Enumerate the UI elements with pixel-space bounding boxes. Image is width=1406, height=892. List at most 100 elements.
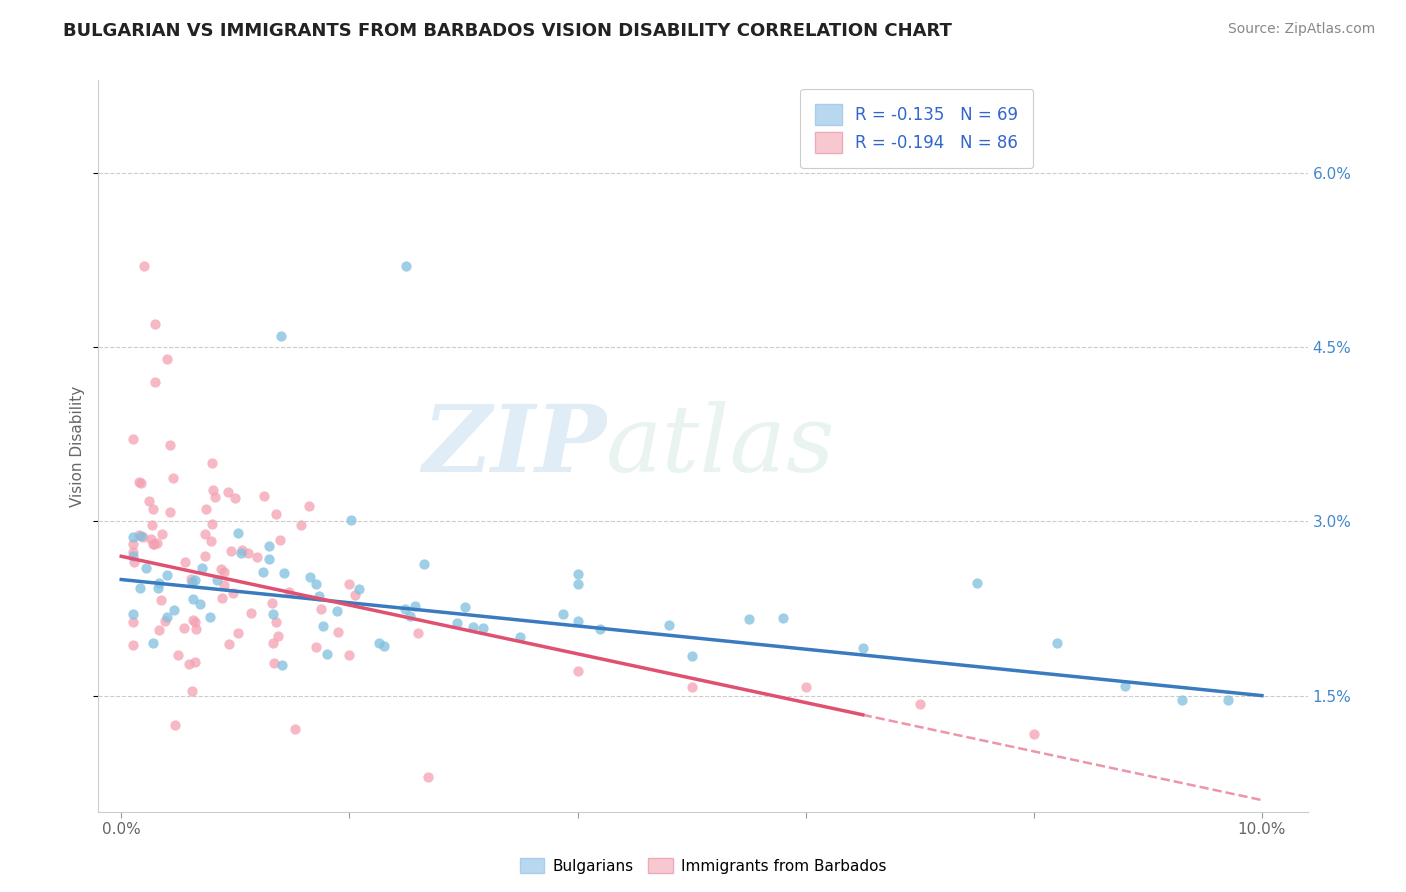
Point (135, 561, 157, 575)
Point (162, 470, 184, 484)
Point (211, 591, 233, 605)
Point (194, 549, 217, 563)
Point (737, 612, 759, 626)
Point (312, 618, 335, 632)
Point (567, 567, 589, 582)
Point (326, 604, 349, 618)
Point (177, 657, 200, 672)
Point (145, 375, 167, 389)
Point (212, 577, 235, 591)
Point (141, 518, 163, 533)
Point (794, 680, 817, 694)
Point (184, 615, 207, 629)
Point (141, 532, 163, 546)
Point (553, 607, 575, 621)
Legend: R = -0.135   N = 69, R = -0.194   N = 86: R = -0.135 N = 69, R = -0.194 N = 86 (800, 88, 1033, 168)
Point (209, 561, 232, 575)
Point (270, 657, 292, 672)
Point (326, 625, 349, 640)
Point (181, 613, 204, 627)
Text: atlas: atlas (606, 401, 835, 491)
Point (205, 573, 228, 587)
Point (406, 626, 429, 640)
Point (262, 636, 284, 650)
Point (908, 698, 931, 712)
Point (167, 648, 190, 662)
Point (308, 589, 330, 603)
Point (398, 609, 420, 624)
Point (472, 621, 495, 635)
Point (121, 615, 143, 629)
Point (132, 259, 155, 273)
Point (200, 609, 222, 624)
Point (162, 603, 184, 617)
Point (121, 607, 143, 622)
Point (181, 574, 204, 589)
Point (212, 566, 235, 580)
Point (229, 545, 252, 559)
Point (337, 648, 360, 662)
Point (367, 636, 389, 650)
Point (153, 615, 176, 629)
Point (128, 475, 150, 489)
Point (772, 610, 794, 624)
Point (298, 570, 321, 584)
Point (567, 615, 589, 629)
Point (200, 534, 222, 549)
Point (1216, 693, 1239, 707)
Point (681, 649, 703, 664)
Point (204, 491, 226, 505)
Point (145, 536, 167, 550)
Point (269, 533, 291, 548)
Point (589, 622, 612, 636)
Point (148, 582, 170, 596)
Point (159, 438, 181, 452)
Point (236, 546, 259, 560)
Point (253, 489, 276, 503)
Point (121, 549, 143, 563)
Point (191, 561, 214, 575)
Point (264, 507, 287, 521)
Point (156, 610, 179, 624)
Point (183, 655, 205, 669)
Point (121, 530, 143, 544)
Point (188, 597, 211, 611)
Point (138, 494, 160, 508)
Point (156, 351, 179, 366)
Point (267, 629, 290, 643)
Point (145, 317, 167, 331)
Point (262, 607, 284, 621)
Point (347, 582, 370, 596)
Point (194, 527, 217, 541)
Point (173, 621, 195, 635)
Point (121, 432, 143, 446)
Point (404, 599, 426, 613)
Point (148, 624, 170, 638)
Point (226, 526, 249, 541)
Point (180, 572, 202, 586)
Point (194, 502, 217, 516)
Point (131, 476, 153, 491)
Point (567, 577, 589, 591)
Point (173, 555, 195, 569)
Point (340, 513, 363, 527)
Point (852, 640, 875, 655)
Point (270, 328, 292, 343)
Point (273, 566, 295, 580)
Point (142, 537, 165, 551)
Point (222, 586, 245, 600)
Point (186, 622, 208, 636)
Point (264, 615, 287, 629)
Point (224, 491, 246, 506)
Point (395, 259, 418, 273)
Point (159, 505, 181, 519)
Point (344, 588, 367, 602)
Point (201, 517, 224, 532)
Point (121, 537, 143, 551)
Point (658, 618, 681, 632)
Point (246, 549, 269, 564)
Point (681, 680, 703, 694)
Point (394, 601, 416, 615)
Point (413, 557, 436, 571)
Point (418, 770, 440, 784)
